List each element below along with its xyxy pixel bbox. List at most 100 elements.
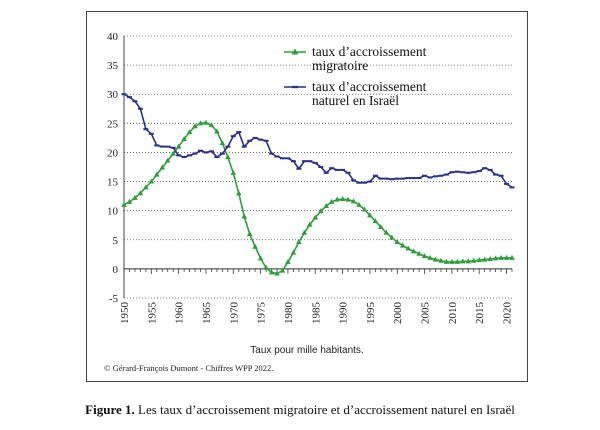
data-point (416, 250, 422, 256)
data-point (307, 221, 313, 227)
data-point (438, 257, 444, 263)
data-point (285, 258, 291, 264)
data-point (388, 234, 395, 240)
data-point (378, 223, 384, 229)
x-tick-label: 2005 (420, 302, 432, 325)
data-point (153, 171, 160, 177)
legend-label: taux d’accroissement (312, 79, 427, 94)
data-point (312, 214, 319, 220)
data-point (121, 201, 127, 207)
x-axis: 1950 1955 1960 1965 1970 1975 1980 1985 1990 1995… (119, 268, 514, 325)
x-tick-label: 2015 (474, 302, 486, 325)
data-point (159, 164, 166, 170)
data-point (372, 218, 379, 224)
data-point (279, 267, 286, 273)
data-point (323, 203, 329, 209)
series-layer (121, 93, 515, 276)
data-point (481, 256, 488, 262)
data-point (263, 264, 269, 270)
data-point (509, 254, 515, 260)
data-point (203, 119, 209, 125)
series-migratoire (121, 119, 515, 276)
data-point (241, 213, 248, 219)
data-point (192, 123, 198, 129)
data-point (137, 190, 144, 196)
y-tick-label: 30 (107, 89, 119, 101)
data-point (252, 243, 258, 249)
y-tick-label: -5 (109, 293, 119, 305)
data-point (290, 249, 297, 255)
y-tick-label: 40 (107, 31, 119, 43)
data-point (148, 178, 155, 184)
data-point (410, 248, 417, 254)
data-point (454, 258, 461, 264)
copyright-credit: © Gérard-François Dumont - Chiffres WPP … (104, 363, 274, 373)
x-tick-label: 1980 (283, 302, 295, 325)
x-tick-label: 1975 (256, 302, 268, 325)
y-tick-label: 10 (107, 206, 119, 218)
data-point (432, 256, 439, 262)
data-point (208, 122, 215, 128)
data-point (170, 150, 176, 156)
data-point (470, 257, 477, 263)
y-tick-label: 0 (113, 264, 119, 276)
data-point (498, 254, 504, 260)
chart-frame (86, 11, 528, 382)
data-point (476, 257, 483, 263)
data-point (132, 194, 138, 200)
data-point (460, 258, 466, 264)
data-point (361, 206, 368, 212)
data-point (367, 212, 373, 218)
y-tick-label: 15 (107, 177, 119, 189)
x-tick-label: 1995 (365, 302, 377, 325)
data-point (301, 229, 308, 235)
data-point (443, 258, 450, 264)
data-point (164, 157, 171, 163)
x-tick-label: 1985 (310, 302, 322, 325)
figure-caption: Figure 1. Les taux d’accroissement migra… (0, 402, 600, 418)
y-axis: 40 35 30 25 20 15 10 5 0 -5 (107, 31, 125, 305)
data-point (328, 198, 335, 204)
x-axis-label: Taux pour mille habitants. (250, 345, 364, 356)
y-tick-label: 5 (113, 235, 119, 247)
data-point (492, 255, 499, 261)
caption-label: Figure 1. (85, 402, 135, 417)
y-tick-label: 20 (107, 147, 119, 159)
legend-label: naturel en Israël (312, 93, 399, 108)
data-point (487, 255, 493, 261)
caption-text: Les taux d’accroissement migratoire et d… (134, 402, 515, 417)
x-tick-label: 1955 (146, 302, 158, 325)
data-point (421, 253, 428, 259)
data-point (296, 239, 302, 245)
x-tick-label: 2010 (447, 302, 459, 325)
data-point (246, 230, 253, 236)
data-point (230, 169, 237, 175)
legend-label: taux d’accroissement (312, 44, 427, 59)
data-point (503, 254, 510, 260)
x-tick-label: 2020 (502, 302, 514, 325)
data-point (427, 254, 433, 260)
data-point (405, 245, 411, 251)
x-tick-label: 1970 (228, 302, 240, 325)
data-point (219, 140, 226, 146)
y-tick-label: 25 (107, 118, 119, 130)
data-point (383, 229, 390, 235)
data-point (268, 269, 275, 275)
data-point (197, 120, 204, 126)
series-line (123, 121, 512, 275)
data-point (356, 201, 362, 207)
data-point (235, 190, 242, 196)
data-point (339, 196, 346, 202)
data-point (214, 128, 220, 134)
x-tick-label: 2000 (392, 302, 404, 325)
grid (124, 35, 512, 299)
data-point (465, 258, 472, 264)
series-naturel (121, 93, 515, 189)
data-point (350, 198, 357, 204)
data-point (399, 242, 406, 248)
data-point (143, 184, 149, 190)
data-point (394, 239, 401, 245)
